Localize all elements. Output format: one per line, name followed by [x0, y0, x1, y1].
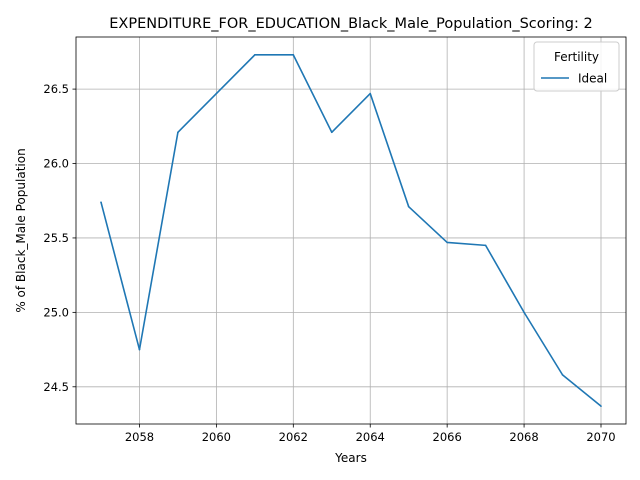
data-point — [254, 54, 256, 56]
data-point — [407, 205, 410, 208]
x-tick-label: 2058 — [125, 430, 154, 444]
legend-title: Fertility — [554, 50, 599, 64]
data-point — [484, 244, 487, 247]
legend: Fertility Ideal — [533, 41, 620, 92]
data-point — [138, 348, 141, 351]
x-tick-label: 2060 — [202, 430, 231, 444]
data-point — [446, 241, 448, 244]
data-point — [330, 131, 333, 134]
data-point — [177, 131, 179, 134]
legend-entry-label: Ideal — [578, 72, 607, 86]
x-tick-label: 2070 — [586, 430, 615, 444]
x-tick-label: 2064 — [356, 430, 385, 444]
data-point — [523, 311, 525, 314]
series-layer — [100, 54, 602, 407]
chart-title: EXPENDITURE_FOR_EDUCATION_Black_Male_Pop… — [109, 16, 592, 32]
data-point — [600, 405, 602, 407]
series-line-0 — [100, 54, 602, 407]
data-point — [561, 374, 564, 376]
y-tick-label: 25.0 — [43, 305, 69, 319]
x-axis: 2058 2060 2062 2064 2066 2068 2070 — [125, 424, 616, 444]
x-tick-label: 2062 — [279, 430, 308, 444]
y-axis-label: % of Black_Male Population — [14, 148, 28, 312]
x-tick-label: 2068 — [509, 430, 538, 444]
data-point — [292, 54, 295, 56]
y-tick-label: 25.5 — [43, 231, 69, 245]
y-tick-label: 26.5 — [43, 82, 69, 96]
grid — [76, 37, 626, 424]
y-axis: 24.5 25.0 25.5 26.0 26.5 — [43, 82, 76, 394]
data-point — [215, 92, 218, 95]
y-tick-label: 26.0 — [43, 157, 69, 171]
x-axis-label: Years — [334, 451, 367, 465]
plot-frame — [75, 36, 627, 425]
y-tick-label: 24.5 — [43, 380, 69, 394]
data-point — [100, 201, 102, 204]
data-point — [369, 92, 372, 95]
x-tick-label: 2066 — [433, 430, 462, 444]
